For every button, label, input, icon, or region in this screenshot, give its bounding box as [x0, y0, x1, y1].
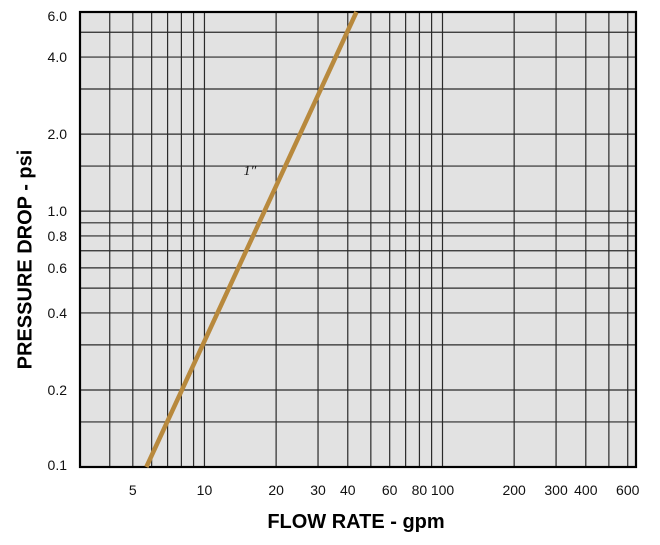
y-tick-label: 6.0	[48, 8, 68, 24]
y-tick-label: 0.1	[48, 457, 68, 473]
x-tick-label: 200	[502, 482, 526, 498]
plot-frame	[78, 10, 638, 469]
y-tick-label: 0.2	[48, 382, 68, 398]
y-axis-title: PRESSURE DROP - psi	[14, 150, 36, 370]
series-line	[144, 11, 359, 468]
plot-area	[80, 12, 636, 467]
y-tick-label: 2.0	[48, 126, 68, 142]
y-tick-label: 0.6	[48, 260, 68, 276]
x-tick-label: 300	[544, 482, 568, 498]
x-tick-labels: 5 10 20 30 40 60 80 100 200 300 400 600	[129, 482, 640, 498]
x-tick-label: 600	[616, 482, 640, 498]
x-tick-label: 80	[412, 482, 428, 498]
y-tick-labels: 0.1 0.2 0.4 0.6 0.8 1.0 2.0 4.0 6.0	[48, 8, 68, 473]
series-label: 1″	[243, 164, 256, 179]
x-tick-label: 20	[268, 482, 284, 498]
x-tick-label: 100	[431, 482, 455, 498]
x-tick-label: 10	[197, 482, 213, 498]
y-tick-label: 4.0	[48, 49, 68, 65]
y-tick-label: 0.4	[48, 305, 68, 321]
x-tick-label: 40	[340, 482, 356, 498]
x-axis-title: FLOW RATE - gpm	[267, 511, 444, 533]
series-layer: 1″	[144, 11, 359, 468]
x-tick-label: 5	[129, 482, 137, 498]
x-tick-label: 400	[574, 482, 598, 498]
x-tick-label: 60	[382, 482, 398, 498]
x-tick-label: 30	[310, 482, 326, 498]
y-tick-label: 1.0	[48, 203, 68, 219]
y-tick-label: 0.8	[48, 228, 68, 244]
